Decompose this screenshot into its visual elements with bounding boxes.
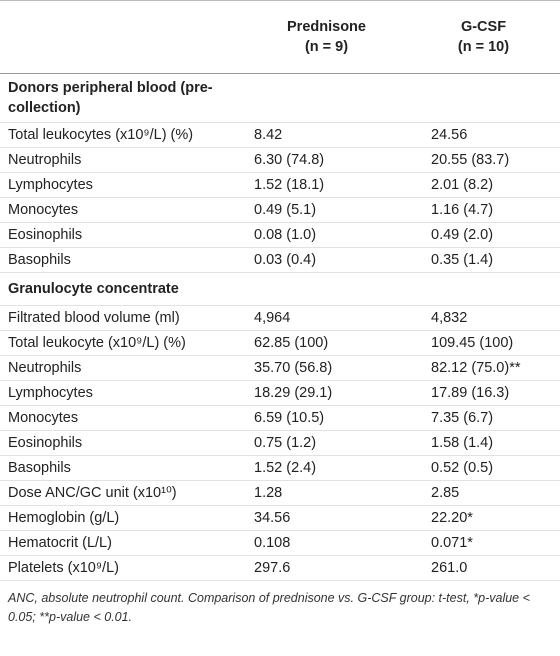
row: Basophils 0.03 (0.4) 0.35 (1.4) xyxy=(0,247,560,273)
column-n: (n = 10) xyxy=(457,39,510,55)
value-cell: 1.52 (18.1) xyxy=(246,172,407,198)
value-cell: 0.071* xyxy=(407,530,560,556)
cell xyxy=(407,272,560,306)
value-cell: 0.08 (1.0) xyxy=(246,222,407,248)
row-label: Total leukocytes (x10⁹/L) (%) xyxy=(0,122,246,148)
value-cell: 1.58 (1.4) xyxy=(407,430,560,456)
row-label: Lymphocytes xyxy=(0,172,246,198)
row: Monocytes 0.49 (5.1) 1.16 (4.7) xyxy=(0,197,560,223)
row: Filtrated blood volume (ml) 4,964 4,832 xyxy=(0,305,560,331)
value-cell: 0.75 (1.2) xyxy=(246,430,407,456)
value-cell: 0.108 xyxy=(246,530,407,556)
row: Eosinophils 0.75 (1.2) 1.58 (1.4) xyxy=(0,430,560,456)
value-cell: 82.12 (75.0)** xyxy=(407,355,560,381)
row-label: Eosinophils xyxy=(0,430,246,456)
row: Hemoglobin (g/L) 34.56 22.20* xyxy=(0,505,560,531)
row-label: Filtrated blood volume (ml) xyxy=(0,305,246,331)
row-label: Neutrophils xyxy=(0,147,246,173)
header-cell: G-CSF (n = 10) xyxy=(407,0,560,74)
value-cell: 297.6 xyxy=(246,555,407,581)
row: Monocytes 6.59 (10.5) 7.35 (6.7) xyxy=(0,405,560,431)
value-cell: 0.49 (5.1) xyxy=(246,197,407,223)
value-cell: 1.16 (4.7) xyxy=(407,197,560,223)
section-row: Granulocyte concentrate xyxy=(0,272,560,306)
value-cell: 2.85 xyxy=(407,480,560,506)
value-cell: 1.52 (2.4) xyxy=(246,455,407,481)
value-cell: 1.28 xyxy=(246,480,407,506)
row-label: Platelets (x10⁹/L) xyxy=(0,555,246,581)
value-cell: 2.01 (8.2) xyxy=(407,172,560,198)
value-cell: 6.30 (74.8) xyxy=(246,147,407,173)
cell xyxy=(407,73,560,123)
row-label: Hemoglobin (g/L) xyxy=(0,505,246,531)
value-cell: 109.45 (100) xyxy=(407,330,560,356)
value-cell: 22.20* xyxy=(407,505,560,531)
row-label: Lymphocytes xyxy=(0,380,246,406)
section-title: Granulocyte concentrate xyxy=(0,272,246,306)
value-cell: 7.35 (6.7) xyxy=(407,405,560,431)
section-title: Donors peripheral blood (pre-collection) xyxy=(0,73,246,123)
value-cell: 0.35 (1.4) xyxy=(407,247,560,273)
row: Total leukocytes (x10⁹/L) (%) 8.42 24.56 xyxy=(0,122,560,148)
value-cell: 4,832 xyxy=(407,305,560,331)
value-cell: 18.29 (29.1) xyxy=(246,380,407,406)
row: Platelets (x10⁹/L) 297.6 261.0 xyxy=(0,555,560,581)
column-n: (n = 9) xyxy=(304,39,349,55)
row-label: Eosinophils xyxy=(0,222,246,248)
row: Neutrophils 6.30 (74.8) 20.55 (83.7) xyxy=(0,147,560,173)
cell xyxy=(246,73,407,123)
row-label: Monocytes xyxy=(0,197,246,223)
header-cell: Prednisone (n = 9) xyxy=(246,0,407,74)
value-cell: 20.55 (83.7) xyxy=(407,147,560,173)
row: Basophils 1.52 (2.4) 0.52 (0.5) xyxy=(0,455,560,481)
row-label: Total leukocyte (x10⁹/L) (%) xyxy=(0,330,246,356)
value-cell: 35.70 (56.8) xyxy=(246,355,407,381)
value-cell: 17.89 (16.3) xyxy=(407,380,560,406)
row: Dose ANC/GC unit (x10¹⁰) 1.28 2.85 xyxy=(0,480,560,506)
row-label: Basophils xyxy=(0,455,246,481)
header-row: Prednisone (n = 9) G-CSF (n = 10) xyxy=(0,0,560,74)
row: Lymphocytes 1.52 (18.1) 2.01 (8.2) xyxy=(0,172,560,198)
value-cell: 8.42 xyxy=(246,122,407,148)
row-label: Monocytes xyxy=(0,405,246,431)
footnote: ANC, absolute neutrophil count. Comparis… xyxy=(8,591,530,624)
row-label: Dose ANC/GC unit (x10¹⁰) xyxy=(0,480,246,506)
value-cell: 0.03 (0.4) xyxy=(246,247,407,273)
value-cell: 0.52 (0.5) xyxy=(407,455,560,481)
row: Neutrophils 35.70 (56.8) 82.12 (75.0)** xyxy=(0,355,560,381)
column-name: Prednisone xyxy=(287,19,366,35)
row-label: Basophils xyxy=(0,247,246,273)
row: Eosinophils 0.08 (1.0) 0.49 (2.0) xyxy=(0,222,560,248)
row: Total leukocyte (x10⁹/L) (%) 62.85 (100) 1… xyxy=(0,330,560,356)
value-cell: 261.0 xyxy=(407,555,560,581)
data-table: Prednisone (n = 9) G-CSF (n = 10) Donors per… xyxy=(0,0,560,581)
cell xyxy=(246,272,407,306)
section-row: Donors peripheral blood (pre-collection) xyxy=(0,73,560,123)
value-cell: 24.56 xyxy=(407,122,560,148)
row-label: Neutrophils xyxy=(0,355,246,381)
value-cell: 6.59 (10.5) xyxy=(246,405,407,431)
row-label: Hematocrit (L/L) xyxy=(0,530,246,556)
value-cell: 62.85 (100) xyxy=(246,330,407,356)
row: Hematocrit (L/L) 0.108 0.071* xyxy=(0,530,560,556)
value-cell: 34.56 xyxy=(246,505,407,531)
header-cell xyxy=(0,0,246,74)
value-cell: 0.49 (2.0) xyxy=(407,222,560,248)
row: Lymphocytes 18.29 (29.1) 17.89 (16.3) xyxy=(0,380,560,406)
column-name: G-CSF xyxy=(460,19,507,35)
value-cell: 4,964 xyxy=(246,305,407,331)
